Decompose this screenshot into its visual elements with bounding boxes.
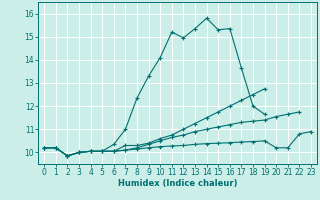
X-axis label: Humidex (Indice chaleur): Humidex (Indice chaleur) — [118, 179, 237, 188]
